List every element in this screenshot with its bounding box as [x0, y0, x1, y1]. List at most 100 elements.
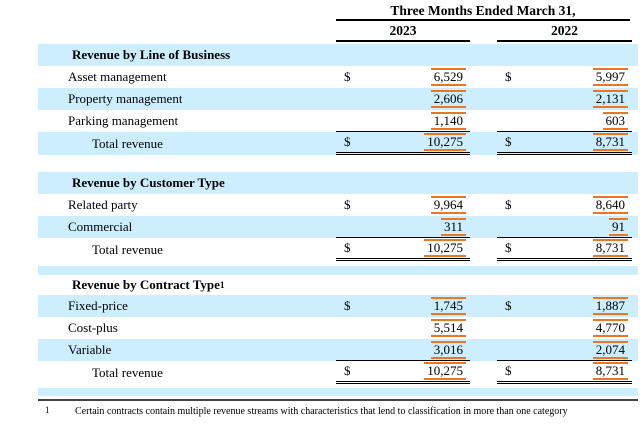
- section-title-text: Revenue by Contract Type: [72, 277, 220, 292]
- tagged-value-2022[interactable]: 603: [602, 111, 628, 130]
- column-gap: [470, 194, 497, 216]
- section-spacer-blue: [38, 266, 638, 275]
- year-headers: 2023 2022: [336, 21, 640, 42]
- column-gap: [470, 132, 497, 155]
- cell-2023: 311: [336, 216, 470, 238]
- section-header-line-of-business: Revenue by Line of Business: [38, 44, 638, 66]
- dollar-sign: $: [344, 298, 351, 313]
- cell-2022: 4,770: [497, 317, 632, 339]
- revenue-table: Revenue by Line of Business Asset manage…: [38, 44, 638, 396]
- right-pad: [632, 88, 638, 110]
- column-gap: [470, 317, 497, 339]
- right-pad: [632, 238, 638, 261]
- value-wrap: 1,745: [430, 297, 466, 315]
- tagged-value-2022[interactable]: 8,640: [592, 196, 628, 214]
- dollar-sign: $: [505, 363, 512, 378]
- value-wrap: 6,529: [430, 68, 466, 86]
- value-wrap: 8,640: [592, 196, 628, 214]
- column-gap: [470, 295, 497, 317]
- section-title-text: Revenue by Line of Business: [72, 47, 231, 62]
- value-wrap: 8,731: [592, 362, 628, 380]
- section-spacer-blue: [38, 388, 638, 396]
- column-gap: [470, 275, 497, 295]
- row-property-management: Property management 2,606 2,131: [38, 88, 638, 110]
- section-title: Revenue by Customer Type: [38, 172, 336, 194]
- row-related-party: Related party $ 9,964 $ 8,640: [38, 194, 638, 216]
- footnote-text: Certain contracts contain multiple reven…: [75, 406, 568, 417]
- row-label: Cost-plus: [68, 320, 118, 335]
- row-cost-plus: Cost-plus 5,514 4,770: [38, 317, 638, 339]
- dollar-sign: $: [344, 240, 351, 255]
- right-pad: [632, 216, 638, 238]
- tagged-value-2022[interactable]: 8,731: [592, 239, 628, 257]
- dollar-sign: $: [505, 240, 512, 255]
- value-wrap: 311: [440, 217, 466, 236]
- row-total-customer-type: Total revenue $ 10,275 $ 8,731: [38, 238, 638, 261]
- value-wrap: 8,731: [592, 133, 628, 151]
- empty-cell: [497, 275, 632, 295]
- footnote: 1 Certain contracts contain multiple rev…: [45, 405, 640, 418]
- cell-2022: $ 5,997: [497, 66, 632, 88]
- column-gap: [470, 44, 497, 66]
- dollar-sign: $: [344, 134, 351, 149]
- right-pad: [632, 295, 638, 317]
- right-pad: [632, 110, 638, 132]
- right-pad: [632, 361, 638, 384]
- cell-2023: 1,140: [336, 110, 470, 132]
- tagged-value-2023[interactable]: 2,606: [430, 90, 466, 108]
- tagged-value-2023[interactable]: 1,140: [430, 111, 466, 130]
- value-wrap: 91: [609, 217, 628, 236]
- tagged-value-2022[interactable]: 4,770: [592, 319, 628, 337]
- right-pad: [632, 172, 638, 194]
- value-wrap: 2,606: [430, 90, 466, 108]
- value-wrap: 8,731: [592, 239, 628, 257]
- dollar-sign: $: [344, 69, 351, 84]
- row-total-line-of-business: Total revenue $ 10,275 $ 8,731: [38, 132, 638, 155]
- tagged-value-2023[interactable]: 3,016: [430, 340, 466, 359]
- row-asset-management: Asset management $ 6,529 $ 5,997: [38, 66, 638, 88]
- tagged-value-2023[interactable]: 10,275: [424, 239, 466, 257]
- row-total-contract-type: Total revenue $ 10,275 $ 8,731: [38, 361, 638, 384]
- row-label: Total revenue: [92, 135, 163, 151]
- cell-2022: $ 8,731: [497, 361, 632, 384]
- tagged-value-2022[interactable]: 1,887: [592, 297, 628, 315]
- right-pad: [632, 317, 638, 339]
- value-wrap: 5,997: [592, 68, 628, 86]
- tagged-value-2022[interactable]: 8,731: [592, 362, 628, 380]
- year-header-2022: 2022: [497, 21, 632, 42]
- year-header-2023: 2023: [336, 21, 470, 42]
- tagged-value-2022[interactable]: 2,131: [592, 90, 628, 108]
- cell-2023: $ 9,964: [336, 194, 470, 216]
- value-wrap: 3,016: [430, 340, 466, 359]
- value-wrap: 2,131: [592, 90, 628, 108]
- empty-cell: [336, 275, 470, 295]
- tagged-value-2022[interactable]: 2,074: [592, 340, 628, 359]
- value-wrap: 2,074: [592, 340, 628, 359]
- tagged-value-2022[interactable]: 5,997: [592, 68, 628, 86]
- footnote-divider: [38, 399, 638, 401]
- table-header: Three Months Ended March 31, 2023 2022: [0, 0, 640, 42]
- cell-2022: 91: [497, 216, 632, 238]
- value-wrap: 10,275: [424, 133, 466, 151]
- tagged-value-2023[interactable]: 1,745: [430, 297, 466, 315]
- tagged-value-2023[interactable]: 6,529: [430, 68, 466, 86]
- row-label: Fixed-price: [68, 298, 128, 313]
- tagged-value-2023[interactable]: 311: [440, 217, 466, 236]
- tagged-value-2023[interactable]: 5,514: [430, 319, 466, 337]
- cell-2022: 603: [497, 110, 632, 132]
- row-label: Total revenue: [92, 364, 163, 380]
- row-label: Related party: [68, 197, 138, 212]
- cell-2022: $ 8,640: [497, 194, 632, 216]
- period-header: Three Months Ended March 31,: [336, 2, 630, 21]
- tagged-value-2023[interactable]: 10,275: [424, 133, 466, 151]
- section-title: Revenue by Line of Business: [38, 44, 336, 66]
- value-wrap: 1,140: [430, 111, 466, 130]
- tagged-value-2023[interactable]: 10,275: [424, 362, 466, 380]
- tagged-value-2022[interactable]: 91: [609, 217, 628, 236]
- row-label: Commercial: [68, 219, 133, 234]
- cell-2022: $ 8,731: [497, 132, 632, 155]
- dollar-sign: $: [505, 134, 512, 149]
- tagged-value-2022[interactable]: 8,731: [592, 133, 628, 151]
- tagged-value-2023[interactable]: 9,964: [430, 196, 466, 214]
- footnote-marker: 1: [45, 405, 50, 415]
